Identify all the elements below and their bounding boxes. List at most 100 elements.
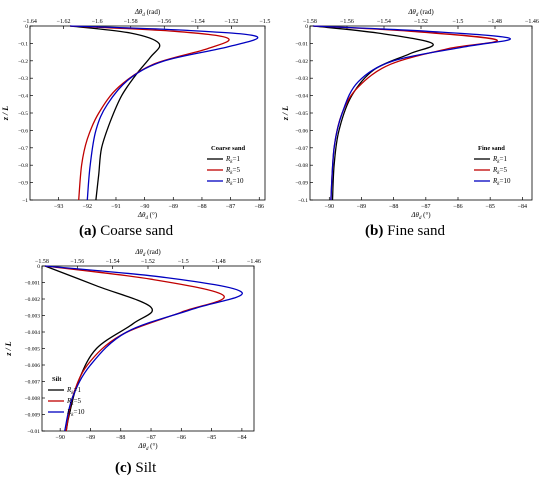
x2-tick-label: −1.56 (157, 19, 171, 25)
x2-tick-label: −1.58 (303, 19, 317, 25)
x-tick-label: −84 (518, 204, 527, 210)
y-tick-label: −0.8 (18, 163, 28, 169)
x-tick-label: −90 (325, 204, 334, 210)
x-axis-label: Δθd (°) (410, 211, 431, 221)
series-line-rk1 (313, 25, 434, 201)
y-tick-label: 0 (305, 24, 308, 30)
legend-label: Rk=5 (66, 397, 81, 407)
x-tick-label: −88 (389, 204, 398, 210)
x-tick-label: −90 (55, 435, 64, 441)
series-line-rk10 (44, 265, 243, 432)
y-tick-label: −0.003 (25, 314, 41, 320)
y-axis-label: z / L (281, 106, 290, 121)
x2-tick-label: −1.48 (488, 19, 502, 25)
caption-label: (a) (79, 223, 97, 239)
legend-label: Rk=5 (492, 166, 507, 176)
legend: Coarse sand Rk=1Rk=5Rk=10 (207, 145, 246, 187)
x2-axis-label: Δθd (rad) (134, 248, 161, 258)
y-tick-label: −0.1 (298, 198, 308, 204)
y-tick-label: −0.7 (18, 146, 28, 152)
x2-axis-label: Δθd (rad) (134, 8, 161, 18)
y-tick-label: −0.001 (25, 281, 41, 287)
y-tick-label: −0.2 (18, 59, 28, 65)
caption-silt: (c) Silt (115, 460, 156, 477)
x2-tick-label: −1.52 (141, 259, 155, 265)
x-axis-label: Δθd (°) (137, 211, 158, 221)
y-tick-label: −0.006 (25, 363, 41, 369)
y-tick-label: −0.3 (18, 76, 28, 82)
caption-fine-sand: (b) Fine sand (365, 223, 445, 240)
x-tick-label: −86 (255, 204, 264, 210)
y-tick-label: −0.06 (295, 128, 308, 134)
x2-tick-label: −1.46 (247, 259, 261, 265)
series-line-rk10 (313, 25, 511, 201)
x-tick-label: −91 (111, 204, 120, 210)
legend-title: Fine sand (478, 145, 505, 152)
caption-text: Coarse sand (100, 223, 174, 239)
legend-label: Rk=1 (66, 386, 81, 396)
chart-panel-c: −90 −89 −88 −87 −86 −85 −84 −1.58 −1.56 −1.54 −1.5… (4, 248, 261, 452)
y-tick-label: −0.009 (25, 413, 41, 419)
plot-frame (41, 265, 255, 432)
x2-tick-label: −1.56 (340, 19, 354, 25)
caption-text: Silt (135, 460, 157, 476)
x-tick-label: −86 (177, 435, 186, 441)
series-line-rk5 (313, 25, 498, 201)
x-tick-label: −84 (237, 435, 246, 441)
y-tick-label: −0.008 (25, 396, 41, 402)
y-tick-label: −0.01 (27, 429, 40, 435)
x-tick-label: −90 (140, 204, 149, 210)
x2-tick-label: −1.52 (224, 19, 238, 25)
caption-text: Fine sand (387, 223, 446, 239)
y-tick-label: −0.09 (295, 181, 308, 187)
x-tick-label: −89 (86, 435, 95, 441)
y-tick-label: −1 (22, 198, 28, 204)
legend: Silt Rk=1Rk=5Rk=10 (48, 376, 85, 418)
y-tick-label: −0.9 (18, 181, 28, 187)
x-tick-label: −88 (197, 204, 206, 210)
x2-tick-label: −1.58 (35, 259, 49, 265)
x-tick-label: −89 (169, 204, 178, 210)
x2-tick-label: −1.56 (70, 259, 84, 265)
y-tick-label: −0.004 (25, 330, 41, 336)
y-tick-label: −0.02 (295, 59, 308, 65)
y-tick-label: −0.5 (18, 111, 28, 117)
x-tick-label: −85 (207, 435, 216, 441)
legend-label: Rk=5 (225, 166, 240, 176)
y-tick-label: −0.005 (25, 347, 41, 353)
x2-tick-label: −1.54 (191, 19, 205, 25)
x2-tick-label: −1.6 (92, 19, 103, 25)
x2-tick-label: −1.5 (453, 19, 464, 25)
series-line-rk10 (70, 25, 259, 201)
x2-tick-label: −1.5 (178, 259, 189, 265)
x-axis-label: Δθd (°) (137, 442, 158, 452)
y-tick-label: −0.01 (295, 41, 308, 47)
y-tick-label: 0 (25, 24, 28, 30)
x2-tick-label: −1.58 (124, 19, 138, 25)
caption-label: (b) (365, 223, 384, 239)
y-tick-label: 0 (37, 264, 40, 270)
legend-label: Rk=1 (492, 155, 507, 165)
chart-panel-b: −90 −89 −88 −87 −86 −85 −84 −1.58 −1.56 −1.54 −1.5… (281, 8, 539, 221)
x-tick-label: −88 (116, 435, 125, 441)
legend-title: Coarse sand (211, 145, 246, 152)
chart-panel-a: −93 −92 −91 −90 −89 −88 −87 −86 −1.64 −1.62 −1.6 −1… (1, 8, 270, 221)
x-tick-label: −92 (83, 204, 92, 210)
y-tick-label: −0.07 (295, 146, 308, 152)
legend-title: Silt (52, 376, 62, 383)
legend-label: Rk=1 (225, 155, 240, 165)
x2-tick-label: −1.48 (212, 259, 226, 265)
x-tick-label: −87 (226, 204, 235, 210)
y-tick-label: −0.007 (25, 380, 41, 386)
x-tick-label: −87 (421, 204, 430, 210)
x-tick-label: −93 (54, 204, 63, 210)
x-tick-label: −87 (146, 435, 155, 441)
x2-axis-label: Δθd (rad) (407, 8, 434, 18)
y-tick-label: −0.1 (18, 41, 28, 47)
series-line-rk1 (70, 25, 161, 201)
y-tick-label: −0.05 (295, 111, 308, 117)
x2-tick-label: −1.54 (377, 19, 391, 25)
x2-tick-label: −1.46 (525, 19, 539, 25)
x2-tick-label: −1.62 (57, 19, 71, 25)
